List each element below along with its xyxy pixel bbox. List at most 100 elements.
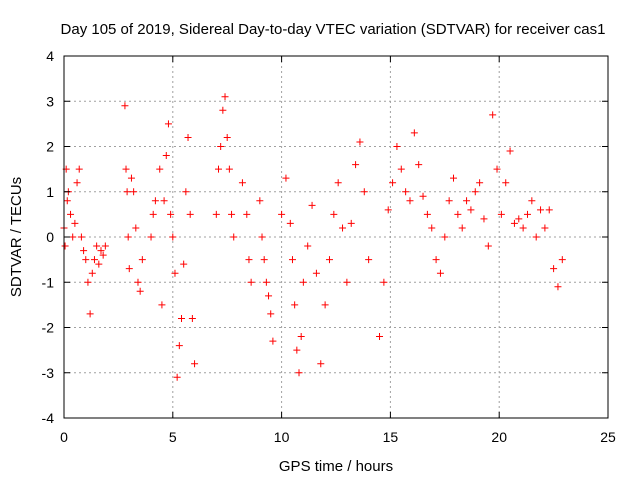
data-point: [238, 179, 246, 187]
data-point: [178, 314, 186, 322]
data-point: [537, 206, 545, 214]
data-point: [123, 188, 131, 196]
data-point: [221, 93, 229, 101]
data-point: [356, 138, 364, 146]
data-point: [402, 188, 410, 196]
data-point: [247, 278, 255, 286]
data-point: [393, 143, 401, 150]
x-tick-label: 5: [169, 429, 177, 445]
data-point: [458, 224, 466, 232]
data-point: [445, 197, 453, 205]
data-point: [389, 179, 397, 187]
data-point: [121, 102, 129, 110]
data-point: [550, 265, 558, 273]
y-tick-label: 2: [46, 139, 54, 155]
data-point: [130, 188, 138, 196]
data-point: [339, 224, 347, 232]
data-point: [82, 256, 90, 264]
data-point: [125, 265, 133, 273]
tick-labels: 0 5 10 15 20 25 -4 -3 -2 -1 0 1 2 3 4: [42, 48, 616, 445]
data-point: [463, 197, 471, 205]
data-point: [299, 278, 307, 286]
data-point: [360, 188, 368, 196]
data-point: [497, 210, 505, 218]
data-point: [71, 219, 79, 227]
data-point: [410, 129, 418, 137]
data-point: [223, 133, 231, 141]
data-point: [295, 369, 303, 377]
data-point: [502, 179, 510, 187]
x-axis-label: GPS time / hours: [279, 458, 393, 475]
data-point: [186, 210, 194, 218]
data-point: [397, 165, 405, 173]
data-point: [80, 247, 88, 255]
data-point: [384, 206, 392, 214]
y-tick-label: 0: [46, 229, 54, 245]
data-point: [330, 210, 338, 218]
data-point: [67, 210, 75, 218]
data-point: [317, 360, 325, 368]
data-point: [93, 242, 101, 250]
data-point: [162, 152, 170, 160]
data-point: [147, 233, 155, 241]
data-point: [88, 269, 96, 277]
data-point: [304, 242, 312, 250]
data-point: [343, 278, 351, 286]
data-point: [69, 233, 77, 241]
data-point: [288, 256, 296, 264]
data-point: [171, 269, 179, 277]
data-point: [450, 174, 458, 182]
data-point: [260, 256, 268, 264]
data-point: [423, 210, 431, 218]
data-point: [419, 192, 427, 200]
data-point: [325, 256, 333, 264]
data-point: [61, 242, 69, 250]
data-point: [312, 269, 320, 277]
data-point: [258, 233, 266, 241]
data-point: [84, 278, 92, 286]
data-point: [308, 201, 316, 209]
data-point: [262, 278, 270, 286]
x-tick-label: 10: [274, 429, 290, 445]
data-point: [191, 360, 199, 368]
data-point: [554, 283, 562, 291]
data-point: [476, 179, 484, 187]
data-point: [217, 143, 225, 150]
data-point: [151, 197, 159, 205]
data-point: [415, 161, 423, 169]
data-point: [73, 179, 81, 187]
data-point: [334, 179, 342, 187]
data-point: [545, 206, 553, 214]
data-point: [127, 174, 135, 182]
data-point: [212, 210, 220, 218]
data-point: [175, 342, 183, 350]
data-point: [428, 224, 436, 232]
data-point: [436, 269, 444, 277]
data-point: [541, 224, 549, 232]
data-point: [134, 278, 142, 286]
axis-ticks: [63, 55, 609, 419]
data-point: [471, 188, 479, 196]
grid-lines: [64, 56, 608, 418]
data-point: [484, 242, 492, 250]
data-point: [124, 233, 132, 241]
data-point: [90, 256, 98, 264]
data-point: [480, 215, 488, 223]
data-point: [269, 337, 277, 345]
y-axis-label: SDTVAR / TECUs: [8, 177, 25, 297]
data-point: [293, 346, 301, 354]
data-point: [188, 314, 196, 322]
data-point: [243, 210, 251, 218]
data-point: [489, 111, 497, 119]
data-point: [184, 133, 192, 141]
data-point: [245, 256, 253, 264]
data-point: [558, 256, 566, 264]
data-point: [265, 292, 273, 300]
data-points: [60, 93, 566, 381]
y-tick-label: -4: [42, 410, 55, 426]
data-point: [158, 301, 166, 309]
data-point: [510, 219, 518, 227]
data-point: [519, 224, 527, 232]
data-point: [230, 233, 238, 241]
data-point: [278, 210, 286, 218]
